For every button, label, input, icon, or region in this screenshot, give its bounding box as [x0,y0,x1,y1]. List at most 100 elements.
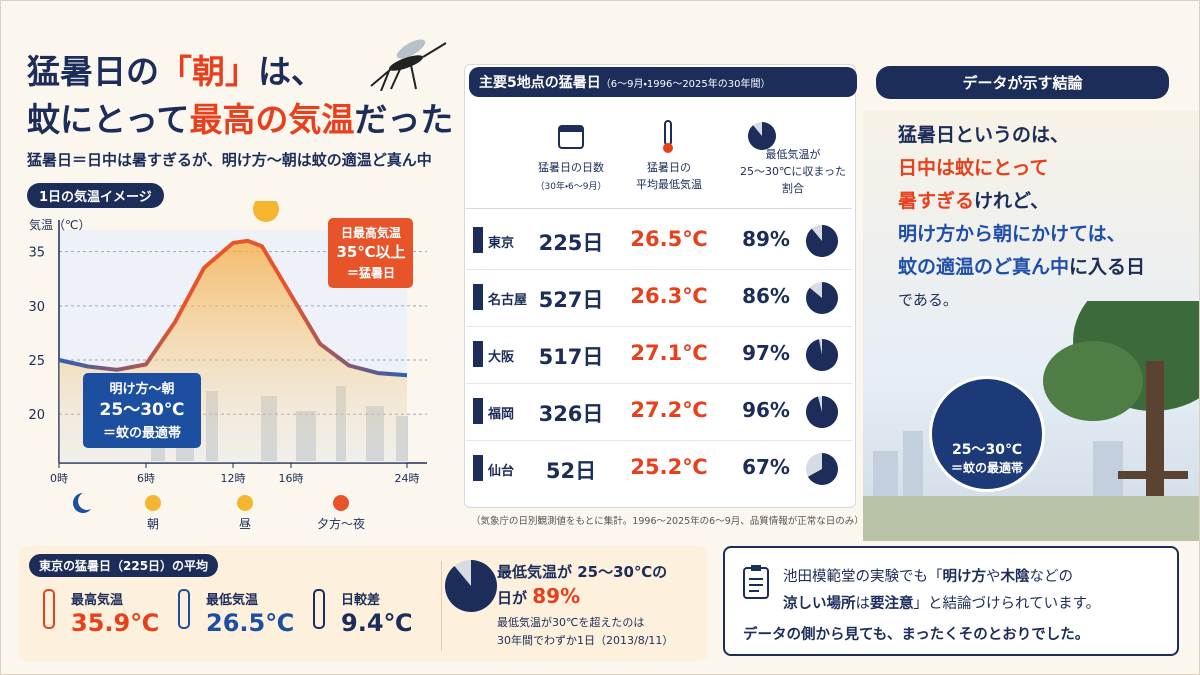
y-tick-label: 20 [28,408,45,423]
avg-min: 25.2℃ [630,455,708,479]
text: 明け方から朝にかけては、 [898,223,1126,245]
note: 30年間でわずか1日（2013/8/11） [497,634,674,647]
time-icon [145,495,161,511]
title-line: 猛暑日の「朝」は、 [27,45,324,93]
pie-wedge [806,225,838,257]
chart: 20253035気温（℃）0時6時12時16時24時日最高気温35℃以上＝猛暑日… [28,201,427,531]
text: は [855,596,871,612]
badge-text: ＝蚊の最適帯 [950,461,1023,475]
pie-wedge [806,282,838,314]
text: 日が [497,589,528,607]
city-icon [473,341,483,367]
thermometer-icon [43,589,55,629]
item-label: 日較差 [341,593,381,608]
pie-wedge [806,339,838,371]
annotation-box [83,373,201,448]
days: 52日 [545,459,597,483]
column-header: 最低気温が [765,148,821,161]
pie-wedge [807,453,838,485]
annotation-text: 25〜30℃ [100,400,185,420]
divider [441,561,442,651]
text: けれど、 [974,190,1050,212]
annotation-text: 明け方〜朝 [109,381,174,397]
share-label: 89% [742,227,790,251]
city-icon [473,455,483,481]
city: 仙台 [488,464,515,479]
pie-wedge [445,560,497,612]
badge-text: 25〜30℃ [952,442,1022,458]
x-tick-label: 12時 [221,472,246,485]
footnote: （気象庁の日別観測値をもとに集計。1996〜2025年の6〜9月、品質情報が正常… [471,516,864,527]
title-text: だった [354,100,454,139]
column-header: 平均最低気温 [636,178,702,191]
conclusion-title: データが示す結論 [876,66,1169,99]
line: 猛暑日というのは、 [898,119,1145,152]
row-divider [466,383,852,384]
subtitle: 猛暑日＝日中は暑すぎるが、明け方〜朝は蚊の適温ど真ん中 [27,151,432,169]
text: 要注意 [870,596,914,612]
time-label: 朝 [147,517,159,531]
item-value: 9.4℃ [341,609,413,637]
table-panel [464,64,856,508]
text: 猛暑日というのは、 [898,124,1070,146]
column-header: 25〜30℃に収まった [740,165,846,178]
line: データの側から見ても、まったくそのとおりでした。 [743,622,1100,649]
thermometer-icon [313,589,325,629]
city-icon [473,227,483,253]
avg-min: 27.1℃ [630,341,708,365]
moon-icon [73,493,91,513]
pie-wedge [806,396,838,428]
title-text: 蚊にとって [27,100,190,139]
line: である。 [898,284,1145,317]
text: である。 [898,291,958,309]
y-tick-label: 35 [28,246,45,261]
conclusion-text: 猛暑日というのは、 日中は蚊にとって 暑すぎるけれど、 明け方から朝にかけては、… [898,119,1145,317]
text: 暑すぎる [898,190,975,212]
table-title-note: （6〜9月・1996〜2025年の30年間） [600,79,771,90]
tokyo-pie [445,560,497,612]
x-tick-label: 0時 [50,472,68,485]
column-header: （30年・6〜9月） [535,182,607,192]
time-label: 昼 [239,517,251,531]
city: 福岡 [488,407,515,422]
thermometer-icon [178,589,190,629]
item-value: 35.9℃ [71,609,160,637]
city: 東京 [488,236,515,251]
time-icon [333,495,349,511]
text: 木陰 [1000,569,1030,585]
tokyo-title: 東京の猛暑日（225日）の平均 [29,554,219,577]
thermometer-icon [663,120,673,153]
item-label: 最低気温 [206,593,259,608]
experiment-text: 池田模範堂の実験でも「明け方や木陰などの 涼しい場所は要注意」と結論づけられてい… [743,564,1100,649]
y-tick-label: 25 [28,354,45,369]
text: 日中は蚊にとって [898,157,1049,179]
avg-min: 26.3℃ [630,284,708,308]
calendar-icon [558,125,584,149]
title-line: 蚊にとって最高の気温だった [27,93,453,141]
share-label: 97% [742,341,790,365]
x-tick-label: 6時 [137,472,155,485]
title-emphasis: 「朝」 [159,52,258,91]
row-divider [466,269,852,270]
line: 明け方から朝にかけては、 [898,218,1145,251]
item-label: 最高気温 [71,593,124,608]
share-pies [748,122,838,485]
note: 最低気温が30℃を超えたのは [497,616,645,629]
days: 517日 [538,345,604,369]
y-tick-label: 30 [28,300,45,315]
text: 明け方 [942,569,987,585]
column-header: 割合 [782,182,804,195]
text: 」と結論づけられています。 [913,596,1101,612]
days: 225日 [538,231,604,255]
experiment-panel [723,546,1179,656]
share-text: 最低気温が 25〜30℃の [497,563,668,581]
city-icon [473,398,483,424]
city-icon [473,284,483,310]
item-value: 26.5℃ [206,609,295,637]
annotation-text: 日最高気温 [341,225,401,240]
x-tick-label: 24時 [395,472,420,485]
line: 涼しい場所は要注意」と結論づけられています。 [783,591,1100,618]
column-header: 猛暑日の日数 [538,161,604,174]
title-text: 猛暑日の [27,52,159,91]
